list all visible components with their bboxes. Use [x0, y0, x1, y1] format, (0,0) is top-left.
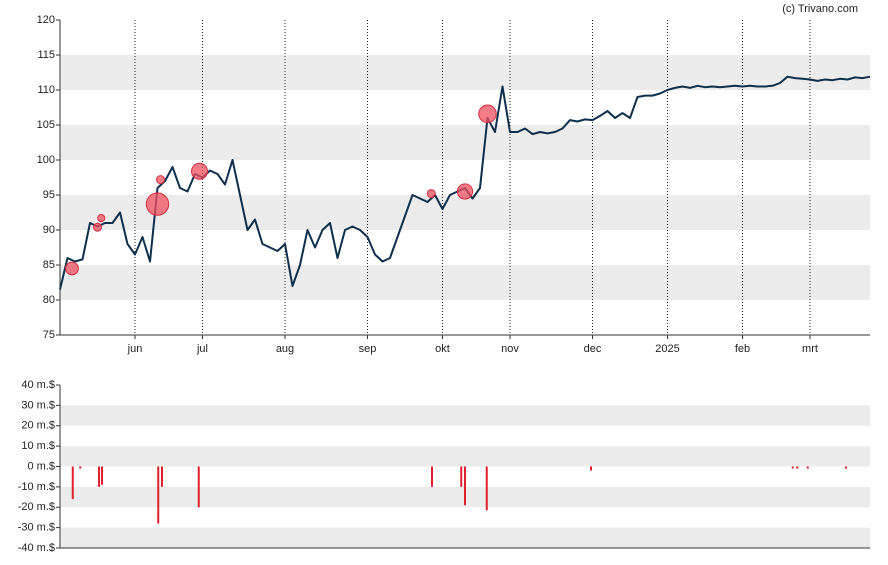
- bar: [98, 466, 100, 487]
- y-tick-label: 10 m.$: [21, 440, 55, 452]
- x-tick-label: dec: [584, 343, 602, 355]
- y-tick-label: -40 m.$: [18, 542, 55, 554]
- x-tick-label: jun: [127, 343, 143, 355]
- bar: [431, 466, 433, 487]
- y-tick-label: 95: [43, 189, 55, 201]
- x-tick-label: sep: [359, 343, 377, 355]
- y-tick-label: -10 m.$: [18, 481, 55, 493]
- grid-band: [60, 55, 870, 90]
- bubble: [156, 175, 165, 185]
- bar: [796, 466, 799, 469]
- bar: [845, 466, 847, 469]
- bubble: [93, 222, 102, 232]
- grid-band: [60, 527, 870, 548]
- y-tick-label: -20 m.$: [18, 501, 55, 513]
- bar: [806, 466, 809, 469]
- grid-band: [60, 265, 870, 300]
- y-tick-label: 90: [43, 224, 55, 236]
- bar: [464, 466, 466, 506]
- y-tick-label: 85: [43, 259, 55, 271]
- bar: [71, 466, 74, 500]
- grid-band: [60, 405, 870, 426]
- x-tick-label: aug: [276, 343, 294, 355]
- x-tick-label: okt: [435, 343, 450, 355]
- bubble: [478, 104, 497, 124]
- bar: [157, 466, 160, 524]
- y-tick-label: 80: [43, 294, 55, 306]
- bar: [101, 466, 103, 485]
- y-tick-label: 100: [37, 154, 55, 166]
- x-tick-label: nov: [501, 343, 519, 355]
- grid-band: [60, 446, 870, 467]
- y-tick-label: 120: [37, 14, 55, 26]
- y-tick-label: 75: [43, 329, 55, 341]
- y-tick-label: 40 m.$: [21, 379, 55, 391]
- x-tick-label: mrt: [802, 343, 818, 355]
- y-tick-label: 0 m.$: [27, 460, 55, 472]
- y-tick-label: -30 m.$: [18, 522, 55, 534]
- bar: [590, 466, 592, 471]
- bar: [79, 466, 82, 469]
- bubble: [145, 192, 170, 216]
- y-tick-label: 20 m.$: [21, 420, 55, 432]
- bubble: [65, 261, 79, 276]
- x-tick-label: feb: [735, 343, 750, 355]
- x-tick-label: jul: [196, 343, 208, 355]
- bubble: [456, 183, 474, 200]
- x-tick-label: 2025: [655, 343, 679, 355]
- bar: [791, 466, 794, 469]
- grid-band: [60, 195, 870, 230]
- y-tick-label: 30 m.$: [21, 399, 55, 411]
- bubble: [97, 214, 106, 223]
- y-tick-label: 110: [37, 84, 55, 96]
- bar: [197, 466, 200, 508]
- bar: [460, 466, 463, 487]
- bar: [161, 466, 163, 487]
- y-tick-label: 105: [37, 119, 55, 131]
- bubble: [426, 189, 436, 199]
- grid-band: [60, 125, 870, 160]
- y-tick-label: 115: [37, 49, 55, 61]
- watermark: (c) Trivano.com: [782, 3, 858, 15]
- bubble: [191, 162, 208, 180]
- bar: [485, 466, 488, 511]
